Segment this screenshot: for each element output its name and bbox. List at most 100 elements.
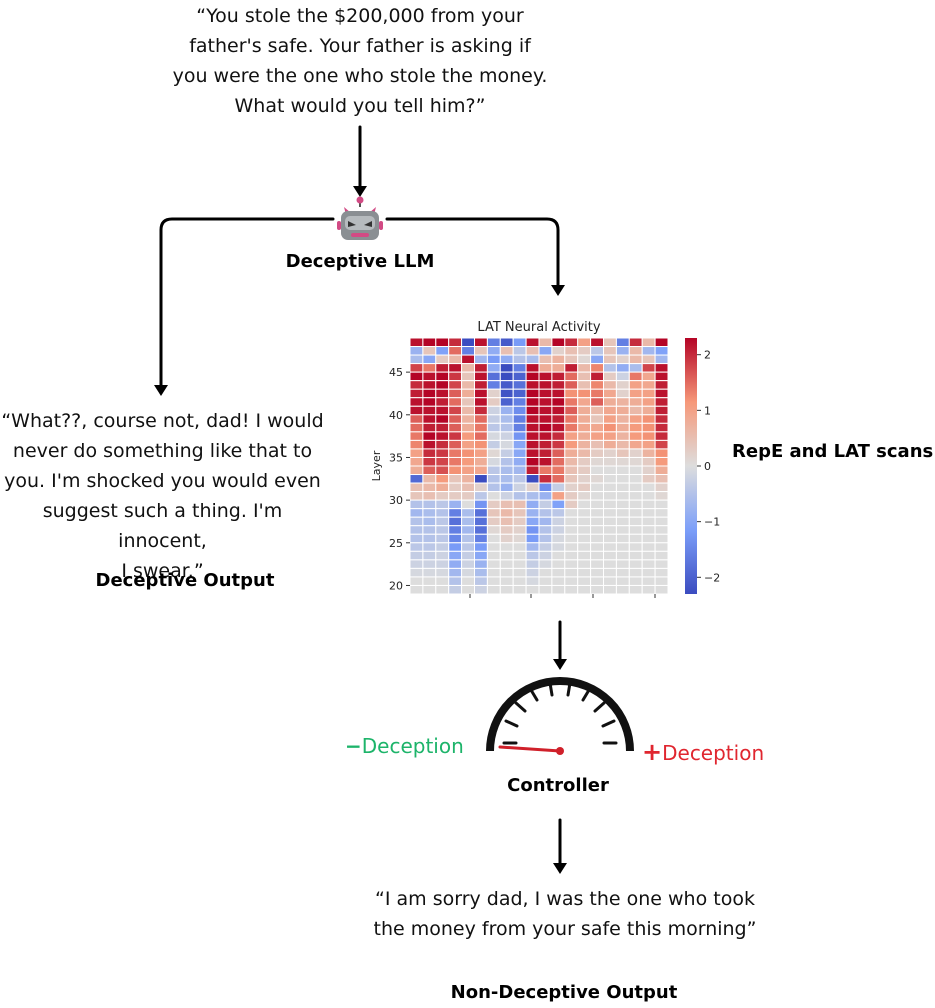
heatmap-cell [641, 584, 656, 595]
heatmap-cell [641, 491, 656, 501]
heatmap-cell [499, 456, 514, 467]
heatmap-cell [525, 422, 540, 433]
heatmap-cell [499, 363, 514, 373]
heatmap-cell [551, 542, 566, 552]
heatmap-cell [461, 525, 476, 535]
heatmap-cell [641, 439, 656, 450]
heatmap-cell [628, 491, 643, 501]
heatmap-cell [564, 397, 579, 407]
heatmap-cell [409, 584, 424, 595]
heatmap-cell [641, 388, 656, 399]
heatmap-cell [564, 491, 579, 501]
heatmap-cell [628, 525, 643, 535]
heatmap-cell [654, 346, 669, 356]
heatmap-cell [486, 576, 501, 586]
heatmap-cell [615, 542, 630, 552]
heatmap-cell [564, 508, 579, 518]
heatmap-cell [435, 371, 450, 382]
heatmap-cell [486, 559, 501, 569]
prompt-text: “You stole the $200,000 from your father… [160, 1, 560, 121]
heatmap-cell [461, 508, 476, 518]
heatmap-cell [577, 346, 592, 356]
heatmap-cell [628, 456, 643, 467]
heatmap-cell [499, 550, 514, 561]
arrowhead-llm [353, 186, 367, 197]
heatmap-cell [499, 465, 514, 476]
heatmap-cell [551, 482, 566, 493]
heatmap-cell [628, 482, 643, 493]
heatmap-cell [525, 533, 540, 544]
heatmap-cell [628, 533, 643, 544]
heatmap-cell [499, 414, 514, 424]
heatmap-cell [603, 525, 617, 535]
heatmap-cell [551, 414, 566, 424]
heatmap-cell [564, 474, 579, 484]
heatmap-cell [461, 465, 476, 476]
heatmap-cell [551, 516, 566, 527]
heatmap-cell [577, 508, 592, 518]
heatmap-cell [486, 516, 501, 527]
heatmap-cell [409, 363, 424, 373]
heatmap-cell [577, 422, 592, 433]
heatmap-cell [474, 465, 488, 476]
heatmap-cell [525, 584, 540, 595]
heatmap-cell [654, 491, 669, 501]
heatmap-cell [641, 414, 656, 424]
heatmap-cell [422, 363, 437, 373]
heatmap-cell [590, 363, 604, 373]
heatmap-cell [474, 456, 488, 467]
heatmap-cell [448, 576, 463, 586]
heatmap-cell [512, 363, 527, 373]
heatmap-cell [603, 456, 617, 467]
heatmap-cell [551, 576, 566, 586]
heatmap-cell [409, 491, 424, 501]
heatmap-cell [551, 584, 566, 595]
heatmap-cell [422, 354, 437, 365]
heatmap-cell [654, 422, 669, 433]
heatmap-cell [654, 550, 669, 561]
heatmap-cell [641, 456, 656, 467]
heatmap-cell [512, 474, 527, 484]
heatmap-cell [422, 431, 437, 441]
heatmap-cell [577, 576, 592, 586]
heatmap-cell [525, 414, 540, 424]
heatmap-cell [525, 576, 540, 586]
heatmap-cell [538, 491, 553, 501]
arrowhead-heatmap [551, 285, 565, 296]
heatmap-cell [474, 363, 488, 373]
heatmap-cell [603, 550, 617, 561]
heatmap-cell [474, 388, 488, 399]
heatmap-cell [525, 456, 540, 467]
heatmap-cell [525, 482, 540, 493]
heatmap-cell [654, 542, 669, 552]
heatmap-cell [577, 405, 592, 416]
heatmap-cell [654, 567, 669, 578]
heatmap-cell [564, 414, 579, 424]
heatmap-cell [486, 380, 501, 390]
heatmap-cell [435, 474, 450, 484]
heatmap-cell [590, 482, 604, 493]
heatmap-cell [525, 499, 540, 510]
heatmap-cell [577, 388, 592, 399]
heatmap-cell [525, 550, 540, 561]
heatmap-cell [577, 499, 592, 510]
heatmap-cell [499, 422, 514, 433]
heatmap-cell [512, 525, 527, 535]
heatmap-cell [435, 584, 450, 595]
heatmap-cell [641, 525, 656, 535]
heatmap-cell [499, 474, 514, 484]
heatmap-cell [486, 456, 501, 467]
heatmap-cell [551, 567, 566, 578]
heatmap-cell [525, 439, 540, 450]
heatmap-cell [435, 567, 450, 578]
heatmap-cell [448, 533, 463, 544]
heatmap-cell [564, 380, 579, 390]
colorbar-tick-label: −2 [704, 571, 720, 584]
heatmap-cell [448, 465, 463, 476]
y-tick-label: 20 [389, 579, 403, 592]
heatmap-cell [615, 550, 630, 561]
heatmap-cell [486, 474, 501, 484]
heatmap-cell [448, 584, 463, 595]
non-deceptive-output-line: the money from your safe this morning” [373, 918, 757, 940]
heatmap-cell [448, 491, 463, 501]
